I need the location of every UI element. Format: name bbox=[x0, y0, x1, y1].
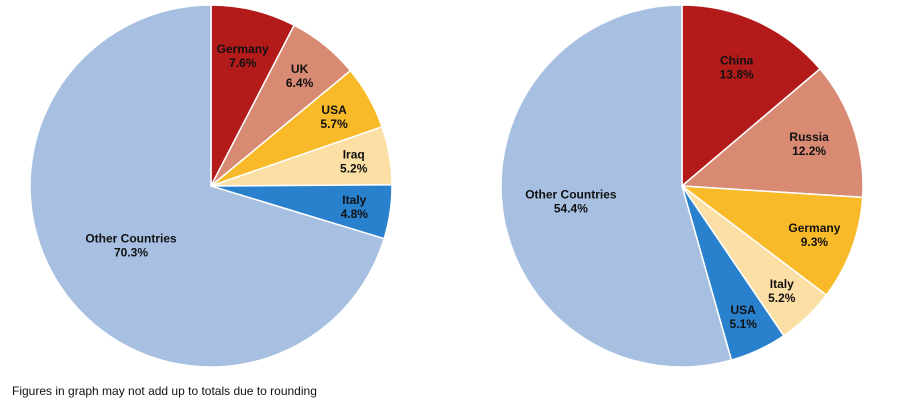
pie-1-label-value-italy: 4.8% bbox=[341, 207, 369, 221]
pie-1-label-italy: Italy 4.8% bbox=[341, 193, 369, 221]
pie-1-label-uk: UK 6.4% bbox=[286, 62, 314, 90]
pie-2-label-name-usa: USA bbox=[731, 303, 757, 317]
pie-2-slice-china bbox=[681, 4, 822, 188]
pie-1-label-value-other-countries: 70.3% bbox=[114, 245, 148, 259]
pie-2-label-name-china: China bbox=[720, 54, 754, 68]
pie-1-label-usa: USA 5.7% bbox=[320, 103, 348, 131]
pie-1-label-other-countries: Other Countries 70.3% bbox=[85, 231, 177, 259]
pie-2-label-name-italy: Italy bbox=[770, 277, 794, 291]
pie-2-label-name-russia: Russia bbox=[789, 130, 829, 144]
pie-1-label-name-usa: USA bbox=[321, 103, 347, 117]
pie-2-label-other-countries: Other Countries 54.4% bbox=[525, 188, 617, 216]
pie-2-slice-russia bbox=[680, 67, 864, 199]
footnote: Figures in graph may not add up to total… bbox=[12, 384, 317, 398]
pie-2-label-value-usa: 5.1% bbox=[730, 317, 758, 331]
pie-1-label-iraq: Iraq 5.2% bbox=[340, 148, 368, 176]
pie-2-label-germany: Germany 9.3% bbox=[788, 221, 840, 249]
pie-1-label-value-uk: 6.4% bbox=[286, 76, 314, 90]
pie-1-label-name-uk: UK bbox=[291, 62, 309, 76]
pie-chart-right: China 13.8% Russia 12.2% Germany 9.3% Italy 5.2… bbox=[500, 4, 864, 368]
pie-2-label-italy: Italy 5.2% bbox=[768, 277, 796, 305]
pie-2-label-russia: Russia 12.2% bbox=[789, 130, 829, 158]
pie-chart-left: Germany 7.6% UK 6.4%USA 5.7%Iraq 5.2%Italy 4.8… bbox=[29, 4, 393, 368]
pie-1-label-name-germany: Germany bbox=[217, 42, 269, 56]
pie-2-label-value-russia: 12.2% bbox=[792, 144, 826, 158]
pie-1-label-name-other-countries: Other Countries bbox=[85, 231, 177, 245]
pie-2-slice-other-countries bbox=[500, 4, 733, 368]
pie-1-label-value-germany: 7.6% bbox=[229, 56, 257, 70]
pie-2-label-usa: USA 5.1% bbox=[730, 303, 758, 331]
pie-2-label-name-other-countries: Other Countries bbox=[525, 188, 617, 202]
pie-1-slice-other-countries bbox=[29, 4, 386, 368]
pie-2-label-value-germany: 9.3% bbox=[801, 235, 829, 249]
pie-1-label-value-iraq: 5.2% bbox=[340, 162, 368, 176]
pie-1-label-name-italy: Italy bbox=[342, 193, 366, 207]
pie-2-label-name-germany: Germany bbox=[788, 221, 840, 235]
pie-1-label-germany: Germany 7.6% bbox=[217, 42, 269, 70]
pie-2-slice-germany bbox=[679, 185, 864, 297]
pie-2-label-value-china: 13.8% bbox=[720, 68, 754, 82]
pie-2-label-value-italy: 5.2% bbox=[768, 291, 796, 305]
pie-1-label-value-usa: 5.7% bbox=[320, 117, 348, 131]
pie-2-label-china: China 13.8% bbox=[720, 54, 754, 82]
pie-1-label-name-iraq: Iraq bbox=[343, 148, 365, 162]
pie-2-label-value-other-countries: 54.4% bbox=[554, 202, 588, 216]
